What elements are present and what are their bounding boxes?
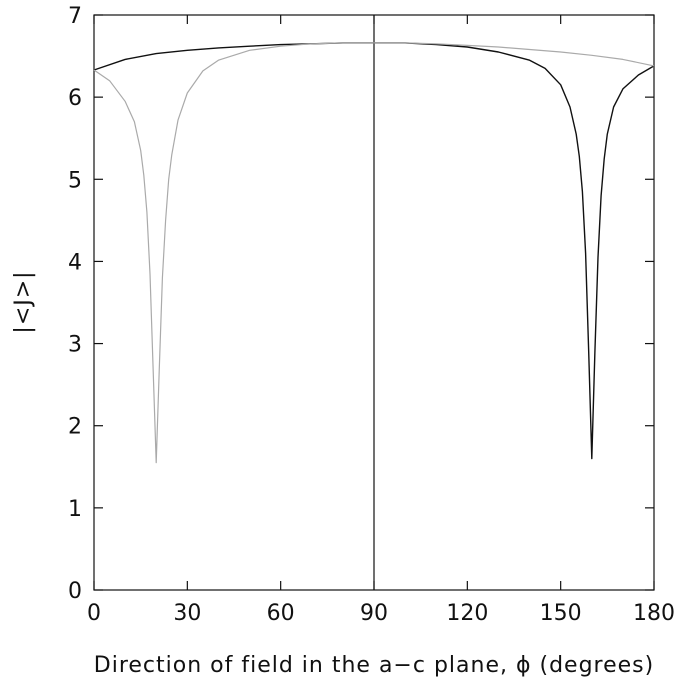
x-tick-label: 30	[173, 601, 201, 626]
x-tick-label: 60	[267, 601, 295, 626]
series-line-1	[93, 42, 655, 460]
y-tick-label: 0	[68, 579, 82, 604]
y-tick-label: 1	[68, 497, 82, 522]
series-layer	[93, 42, 655, 464]
x-tick-label: 0	[87, 601, 101, 626]
tick-labels-layer: 0 30 60 90 120 150 180 0 1 2 3 4 5 6 7	[68, 4, 675, 626]
x-axis-label: Direction of field in the a−c plane, ϕ (…	[94, 653, 654, 678]
ticks-layer	[93, 14, 655, 591]
x-tick-label: 150	[540, 601, 582, 626]
x-tick-label: 120	[446, 601, 488, 626]
x-tick-label: 90	[360, 601, 388, 626]
y-tick-label: 4	[68, 250, 82, 275]
y-tick-label: 7	[68, 4, 82, 29]
y-tick-label: 6	[68, 86, 82, 111]
y-tick-label: 3	[68, 333, 82, 358]
series-line-2	[93, 42, 655, 464]
y-axis-label: |<J>|	[11, 270, 36, 333]
y-tick-label: 5	[68, 168, 82, 193]
x-tick-label: 180	[633, 601, 675, 626]
y-tick-label: 2	[68, 415, 82, 440]
